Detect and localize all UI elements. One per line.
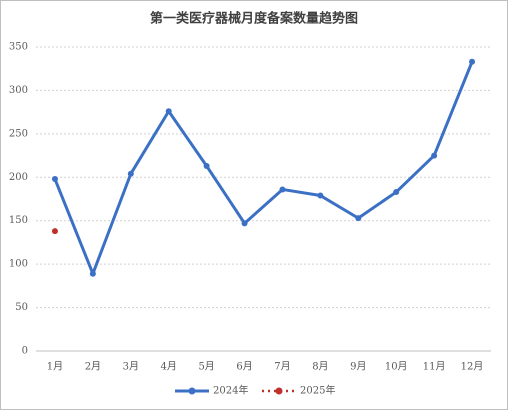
- point: [393, 189, 400, 196]
- x-tick-label: 8月: [312, 361, 328, 373]
- y-tick-label: 200: [9, 172, 28, 183]
- point: [241, 220, 248, 227]
- y-tick-label: 300: [9, 85, 28, 96]
- x-tick-label: 11月: [423, 361, 446, 373]
- point: [51, 176, 58, 183]
- point: [165, 108, 172, 115]
- x-tick-label: 2月: [85, 361, 101, 373]
- point: [127, 170, 134, 177]
- legend-label: 2025年: [300, 384, 335, 397]
- x-tick-label: 6月: [236, 361, 252, 373]
- x-tick-label: 7月: [274, 361, 290, 373]
- x-tick-label: 3月: [123, 361, 139, 373]
- x-tick-label: 5月: [198, 361, 214, 373]
- x-tick-label: 1月: [47, 361, 63, 373]
- x-tick-label: 10月: [385, 361, 408, 373]
- y-tick-label: 0: [22, 346, 28, 357]
- x-tick-label: 12月: [461, 361, 484, 373]
- point: [279, 186, 286, 193]
- point: [203, 162, 210, 169]
- x-tick-label: 4月: [161, 361, 177, 373]
- point: [317, 192, 324, 199]
- point: [469, 58, 476, 65]
- point: [355, 215, 362, 222]
- legend-marker: [275, 387, 283, 395]
- series-line: [53, 61, 474, 276]
- y-tick-label: 100: [9, 259, 28, 270]
- legend-marker: [188, 387, 196, 395]
- y-tick-label: 150: [9, 215, 28, 226]
- chart-title: 第一类医疗器械月度备案数量趋势图: [150, 11, 358, 27]
- y-tick-label: 350: [9, 42, 28, 53]
- y-tick-label: 50: [15, 302, 28, 313]
- point: [51, 228, 58, 235]
- x-tick-label: 9月: [350, 361, 366, 373]
- point: [89, 270, 96, 277]
- legend-label: 2024年: [213, 384, 248, 397]
- point: [431, 152, 438, 159]
- y-tick-label: 250: [9, 128, 28, 139]
